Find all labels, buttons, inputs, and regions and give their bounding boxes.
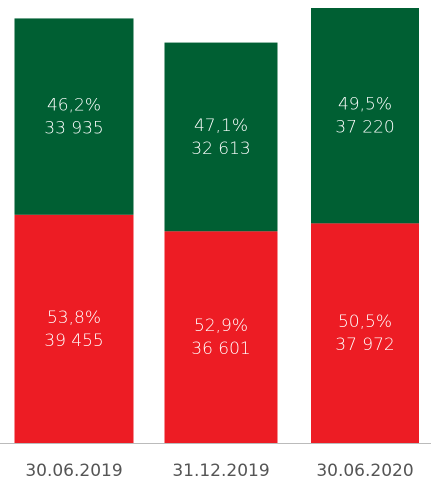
bar-segment [164,231,278,443]
value-label: 37 220 [335,118,394,138]
value-label: 32 613 [191,139,250,159]
value-label: 39 455 [44,331,103,351]
bar-segment [14,18,134,215]
share-label: 53,8% [47,308,101,328]
x-tick-label: 30.06.2020 [316,461,413,481]
bar-segment [14,214,134,443]
share-label: 52,9% [194,316,248,336]
bar-segment [311,223,419,443]
share-label: 49,5% [338,95,392,115]
value-label: 37 972 [335,335,394,355]
x-tick-label: 30.06.2019 [25,461,122,481]
share-label: 50,5% [338,312,392,332]
bar-segment [311,8,419,224]
value-label: 33 935 [44,119,103,139]
bar-segment [164,42,278,232]
share-label: 47,1% [194,116,248,136]
value-label: 36 601 [191,339,250,359]
x-tick-label: 31.12.2019 [172,461,269,481]
share-label: 46,2% [47,96,101,116]
